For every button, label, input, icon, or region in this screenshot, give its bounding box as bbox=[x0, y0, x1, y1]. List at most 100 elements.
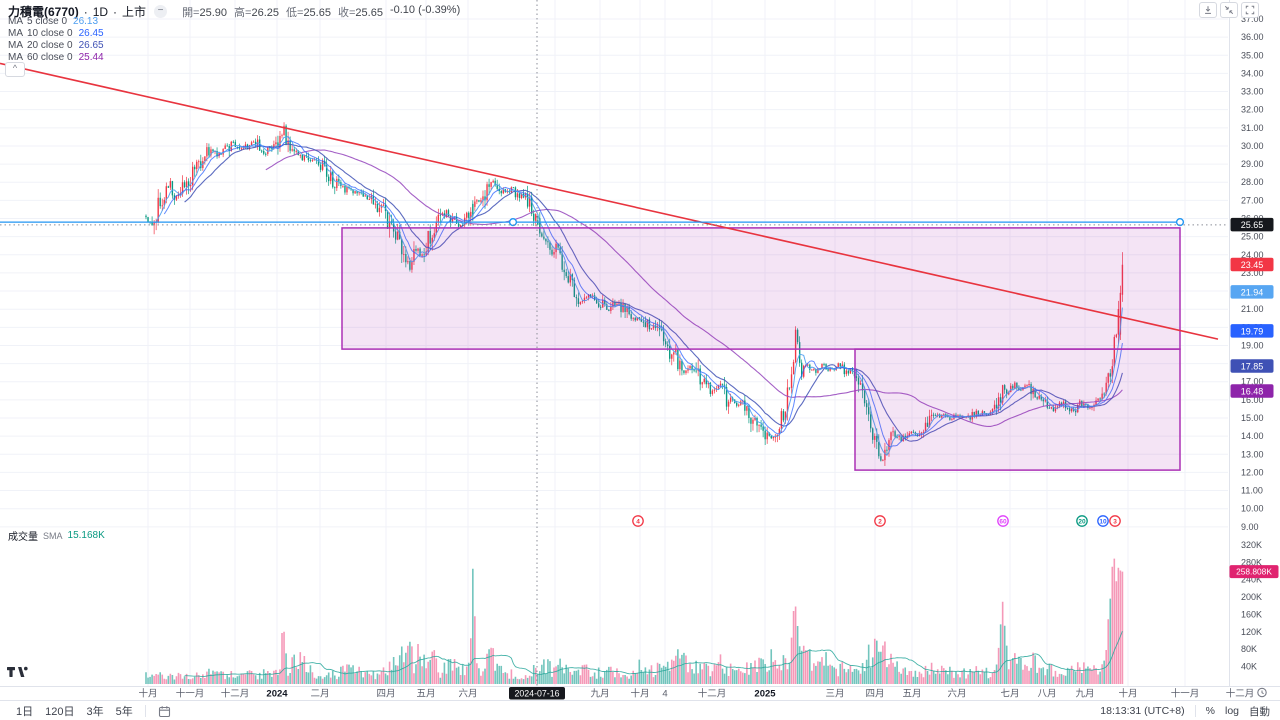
event-marker[interactable]: 3 bbox=[1109, 515, 1121, 527]
svg-text:14.00: 14.00 bbox=[1241, 431, 1264, 441]
svg-text:20: 20 bbox=[1078, 519, 1086, 526]
log-scale-button[interactable]: log bbox=[1224, 705, 1239, 717]
toolbar-divider bbox=[144, 705, 146, 717]
svg-text:十一月: 十一月 bbox=[176, 688, 205, 700]
svg-text:4: 4 bbox=[636, 519, 640, 526]
timeframe-120d-button[interactable]: 120日 bbox=[45, 706, 75, 718]
svg-text:33.00: 33.00 bbox=[1241, 87, 1264, 97]
svg-text:2024: 2024 bbox=[266, 689, 288, 700]
svg-text:30.00: 30.00 bbox=[1241, 141, 1264, 151]
interval-label[interactable]: 1D bbox=[92, 4, 109, 19]
svg-text:258.808K: 258.808K bbox=[1236, 567, 1272, 577]
ma5-line bbox=[153, 135, 1123, 457]
tradingview-logo-icon bbox=[7, 666, 28, 677]
market-label: 上市 bbox=[122, 5, 147, 19]
ma60-legend-row[interactable]: MA 60 close 0 25.44 bbox=[8, 51, 104, 63]
chevron-up-icon: ^ bbox=[12, 63, 18, 73]
symbol-title[interactable]: 力積電(6770) bbox=[8, 5, 79, 19]
svg-text:200K: 200K bbox=[1241, 592, 1262, 602]
svg-text:2: 2 bbox=[878, 519, 882, 526]
event-marker[interactable]: 4 bbox=[632, 515, 644, 527]
event-marker[interactable]: 60 bbox=[997, 515, 1009, 527]
time-axis[interactable] bbox=[0, 686, 1280, 700]
auto-scale-button[interactable]: 自動 bbox=[1249, 705, 1270, 718]
ma20-value: 26.65 bbox=[78, 39, 104, 51]
collapse-arrows-icon bbox=[1224, 5, 1234, 15]
svg-text:31.00: 31.00 bbox=[1241, 123, 1264, 133]
svg-text:二月: 二月 bbox=[310, 689, 329, 700]
timeframe-5y-button[interactable]: 5年 bbox=[115, 706, 133, 718]
timeframe-1d-button[interactable]: 1日 bbox=[16, 706, 34, 718]
minimize-button[interactable] bbox=[1220, 2, 1238, 18]
svg-text:280K: 280K bbox=[1241, 557, 1262, 567]
collapse-symbol-icon[interactable]: − bbox=[154, 5, 168, 18]
percent-scale-button[interactable]: % bbox=[1205, 705, 1215, 717]
svg-text:五月: 五月 bbox=[416, 689, 435, 700]
event-marker[interactable]: 10 bbox=[1097, 515, 1109, 527]
svg-text:240K: 240K bbox=[1241, 575, 1262, 585]
svg-text:28.00: 28.00 bbox=[1241, 177, 1264, 187]
fullscreen-button[interactable] bbox=[1241, 2, 1259, 18]
ma10-legend-row[interactable]: MA 10 close 0 26.45 bbox=[8, 27, 104, 39]
timeframe-3y-button[interactable]: 3年 bbox=[86, 706, 104, 718]
collapse-legend-button[interactable]: ^ bbox=[5, 62, 25, 77]
timezone-clock-icon[interactable] bbox=[1257, 687, 1267, 698]
drawing-rectangle[interactable] bbox=[341, 227, 1181, 350]
svg-text:八月: 八月 bbox=[1037, 689, 1056, 700]
price-axis-badge: 21.94 bbox=[1230, 285, 1274, 299]
open-value: 25.90 bbox=[199, 6, 228, 19]
price-axis-badge: 19.79 bbox=[1230, 324, 1274, 338]
svg-text:六月: 六月 bbox=[458, 688, 477, 700]
svg-text:27.00: 27.00 bbox=[1241, 195, 1264, 205]
svg-text:2024-07-16: 2024-07-16 bbox=[515, 688, 560, 698]
price-axis-badge: 16.48 bbox=[1230, 384, 1274, 398]
svg-text:21.00: 21.00 bbox=[1241, 304, 1264, 314]
volume-legend[interactable]: 成交量 SMA 15.168K bbox=[8, 528, 105, 543]
price-axis[interactable] bbox=[1229, 0, 1280, 700]
volume-sma-label: SMA bbox=[43, 530, 63, 541]
header-separator: · bbox=[113, 4, 118, 19]
svg-text:四月: 四月 bbox=[865, 689, 884, 700]
volume-bars bbox=[145, 558, 1124, 684]
svg-text:37.00: 37.00 bbox=[1241, 14, 1264, 24]
ma5-legend-row[interactable]: MA 5 close 0 26.13 bbox=[8, 15, 99, 27]
drawing-rectangle[interactable] bbox=[854, 348, 1181, 471]
ma20-legend-row[interactable]: MA 20 close 0 26.65 bbox=[8, 39, 104, 51]
header-separator: · bbox=[83, 4, 88, 19]
svg-text:32.00: 32.00 bbox=[1241, 105, 1264, 115]
svg-text:9.00: 9.00 bbox=[1241, 522, 1259, 532]
svg-text:3: 3 bbox=[1113, 519, 1117, 526]
svg-text:36.00: 36.00 bbox=[1241, 32, 1264, 42]
fullscreen-icon bbox=[1245, 5, 1255, 15]
volume-sma-line bbox=[184, 631, 1123, 677]
tradingview-logo[interactable] bbox=[6, 663, 30, 684]
download-icon bbox=[1205, 6, 1211, 14]
high-value: 26.25 bbox=[251, 6, 279, 19]
download-button[interactable] bbox=[1199, 2, 1217, 18]
price-axis-badge: 23.45 bbox=[1230, 257, 1274, 272]
svg-text:19.79: 19.79 bbox=[1241, 326, 1264, 336]
clock-readout[interactable]: 18:13:31 (UTC+8) bbox=[1100, 705, 1185, 717]
svg-text:四月: 四月 bbox=[376, 689, 395, 700]
close-value: 25.65 bbox=[355, 6, 383, 19]
svg-text:六月: 六月 bbox=[947, 688, 966, 700]
svg-text:十二月: 十二月 bbox=[698, 688, 727, 700]
svg-text:19.00: 19.00 bbox=[1241, 341, 1264, 351]
volume-title: 成交量 bbox=[8, 532, 38, 543]
date-range-button[interactable] bbox=[158, 705, 171, 718]
drawing-trendline[interactable] bbox=[0, 62, 1219, 340]
svg-text:40K: 40K bbox=[1241, 662, 1257, 672]
svg-text:十月: 十月 bbox=[1118, 688, 1137, 700]
svg-text:34.00: 34.00 bbox=[1241, 68, 1264, 78]
svg-text:10.00: 10.00 bbox=[1241, 504, 1264, 514]
drawing-handle[interactable] bbox=[1175, 218, 1185, 227]
svg-text:21.94: 21.94 bbox=[1241, 287, 1264, 297]
event-marker[interactable]: 20 bbox=[1076, 515, 1088, 527]
svg-text:16.00: 16.00 bbox=[1241, 395, 1264, 405]
svg-text:九月: 九月 bbox=[1075, 688, 1094, 700]
svg-text:2025: 2025 bbox=[754, 689, 776, 700]
drawing-handle[interactable] bbox=[508, 218, 518, 227]
event-marker[interactable]: 2 bbox=[874, 515, 886, 527]
